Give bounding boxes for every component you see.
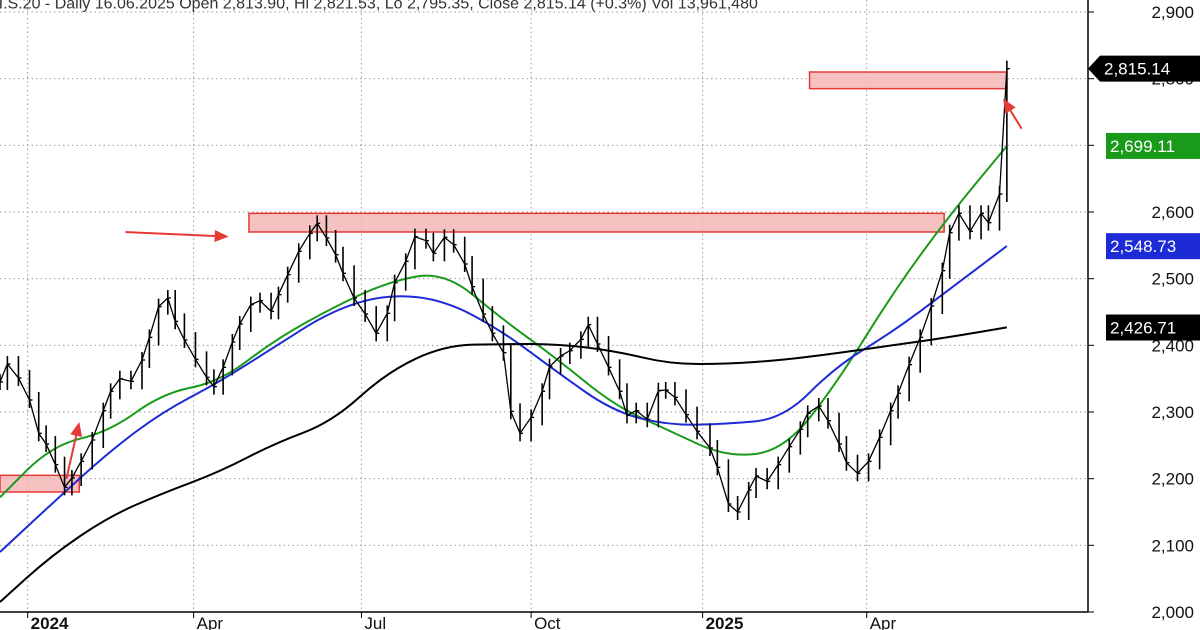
x-tick-label: 2025: [706, 614, 744, 630]
annotation-arrows: [65, 98, 1023, 479]
y-tick-label: 2,400: [1151, 336, 1194, 355]
y-tick-label: 2,600: [1151, 203, 1194, 222]
zone-rectangle: [0, 474, 81, 493]
moving-average-line: [0, 145, 1008, 499]
value-label-box: [1106, 314, 1200, 341]
x-axis-ticks: 2024 Apr Jul Oct 2025 Apr: [27, 612, 897, 630]
value-label-text: 2,815.14: [1104, 60, 1170, 79]
y-tick-label: 2,300: [1151, 403, 1194, 422]
moving-average-line: [0, 326, 1008, 603]
value-label-text: 2,426.71: [1110, 319, 1176, 338]
x-tick-label: 2024: [31, 614, 69, 630]
x-tick-label: Jul: [364, 614, 386, 630]
moving-averages: [0, 145, 1008, 603]
resistance-zones: [0, 71, 1008, 493]
annotation-arrow-shaft: [125, 231, 215, 238]
chart-header: W.I.S.20 - Daily 16.06.2025 Open 2,813.9…: [0, 0, 758, 12]
y-tick-label: 2,900: [1151, 3, 1194, 22]
value-label-box: [1106, 132, 1200, 159]
annotation-arrow-head: [70, 422, 83, 437]
zone-rectangle: [808, 71, 1008, 90]
value-labels: 2,815.14 2,699.11 2,548.73 2,426.71: [1088, 55, 1200, 341]
value-label-box: [1106, 233, 1200, 260]
value-label-text: 2,699.11: [1110, 137, 1175, 156]
y-tick-label: 2,100: [1151, 536, 1194, 555]
x-tick-label: Apr: [870, 614, 897, 630]
value-label-box: [1088, 55, 1200, 82]
price-series: [0, 60, 1010, 520]
annotation-arrow-shaft: [1009, 110, 1023, 130]
annotation-arrow-head: [214, 230, 229, 243]
annotation-arrow-shaft: [65, 435, 78, 479]
price-line: [0, 68, 1008, 514]
moving-average-line: [0, 245, 1008, 553]
annotation-arrow-head: [1003, 98, 1016, 114]
y-tick-label: 2,200: [1151, 470, 1194, 489]
zone-rectangle: [248, 212, 945, 233]
x-tick-label: Apr: [197, 614, 224, 630]
grid-lines: [0, 0, 1088, 613]
value-label-text: 2,548.73: [1110, 237, 1176, 256]
y-tick-label: 2,000: [1151, 603, 1194, 622]
x-tick-label: Oct: [534, 614, 561, 630]
y-tick-label: 2,500: [1151, 270, 1194, 289]
